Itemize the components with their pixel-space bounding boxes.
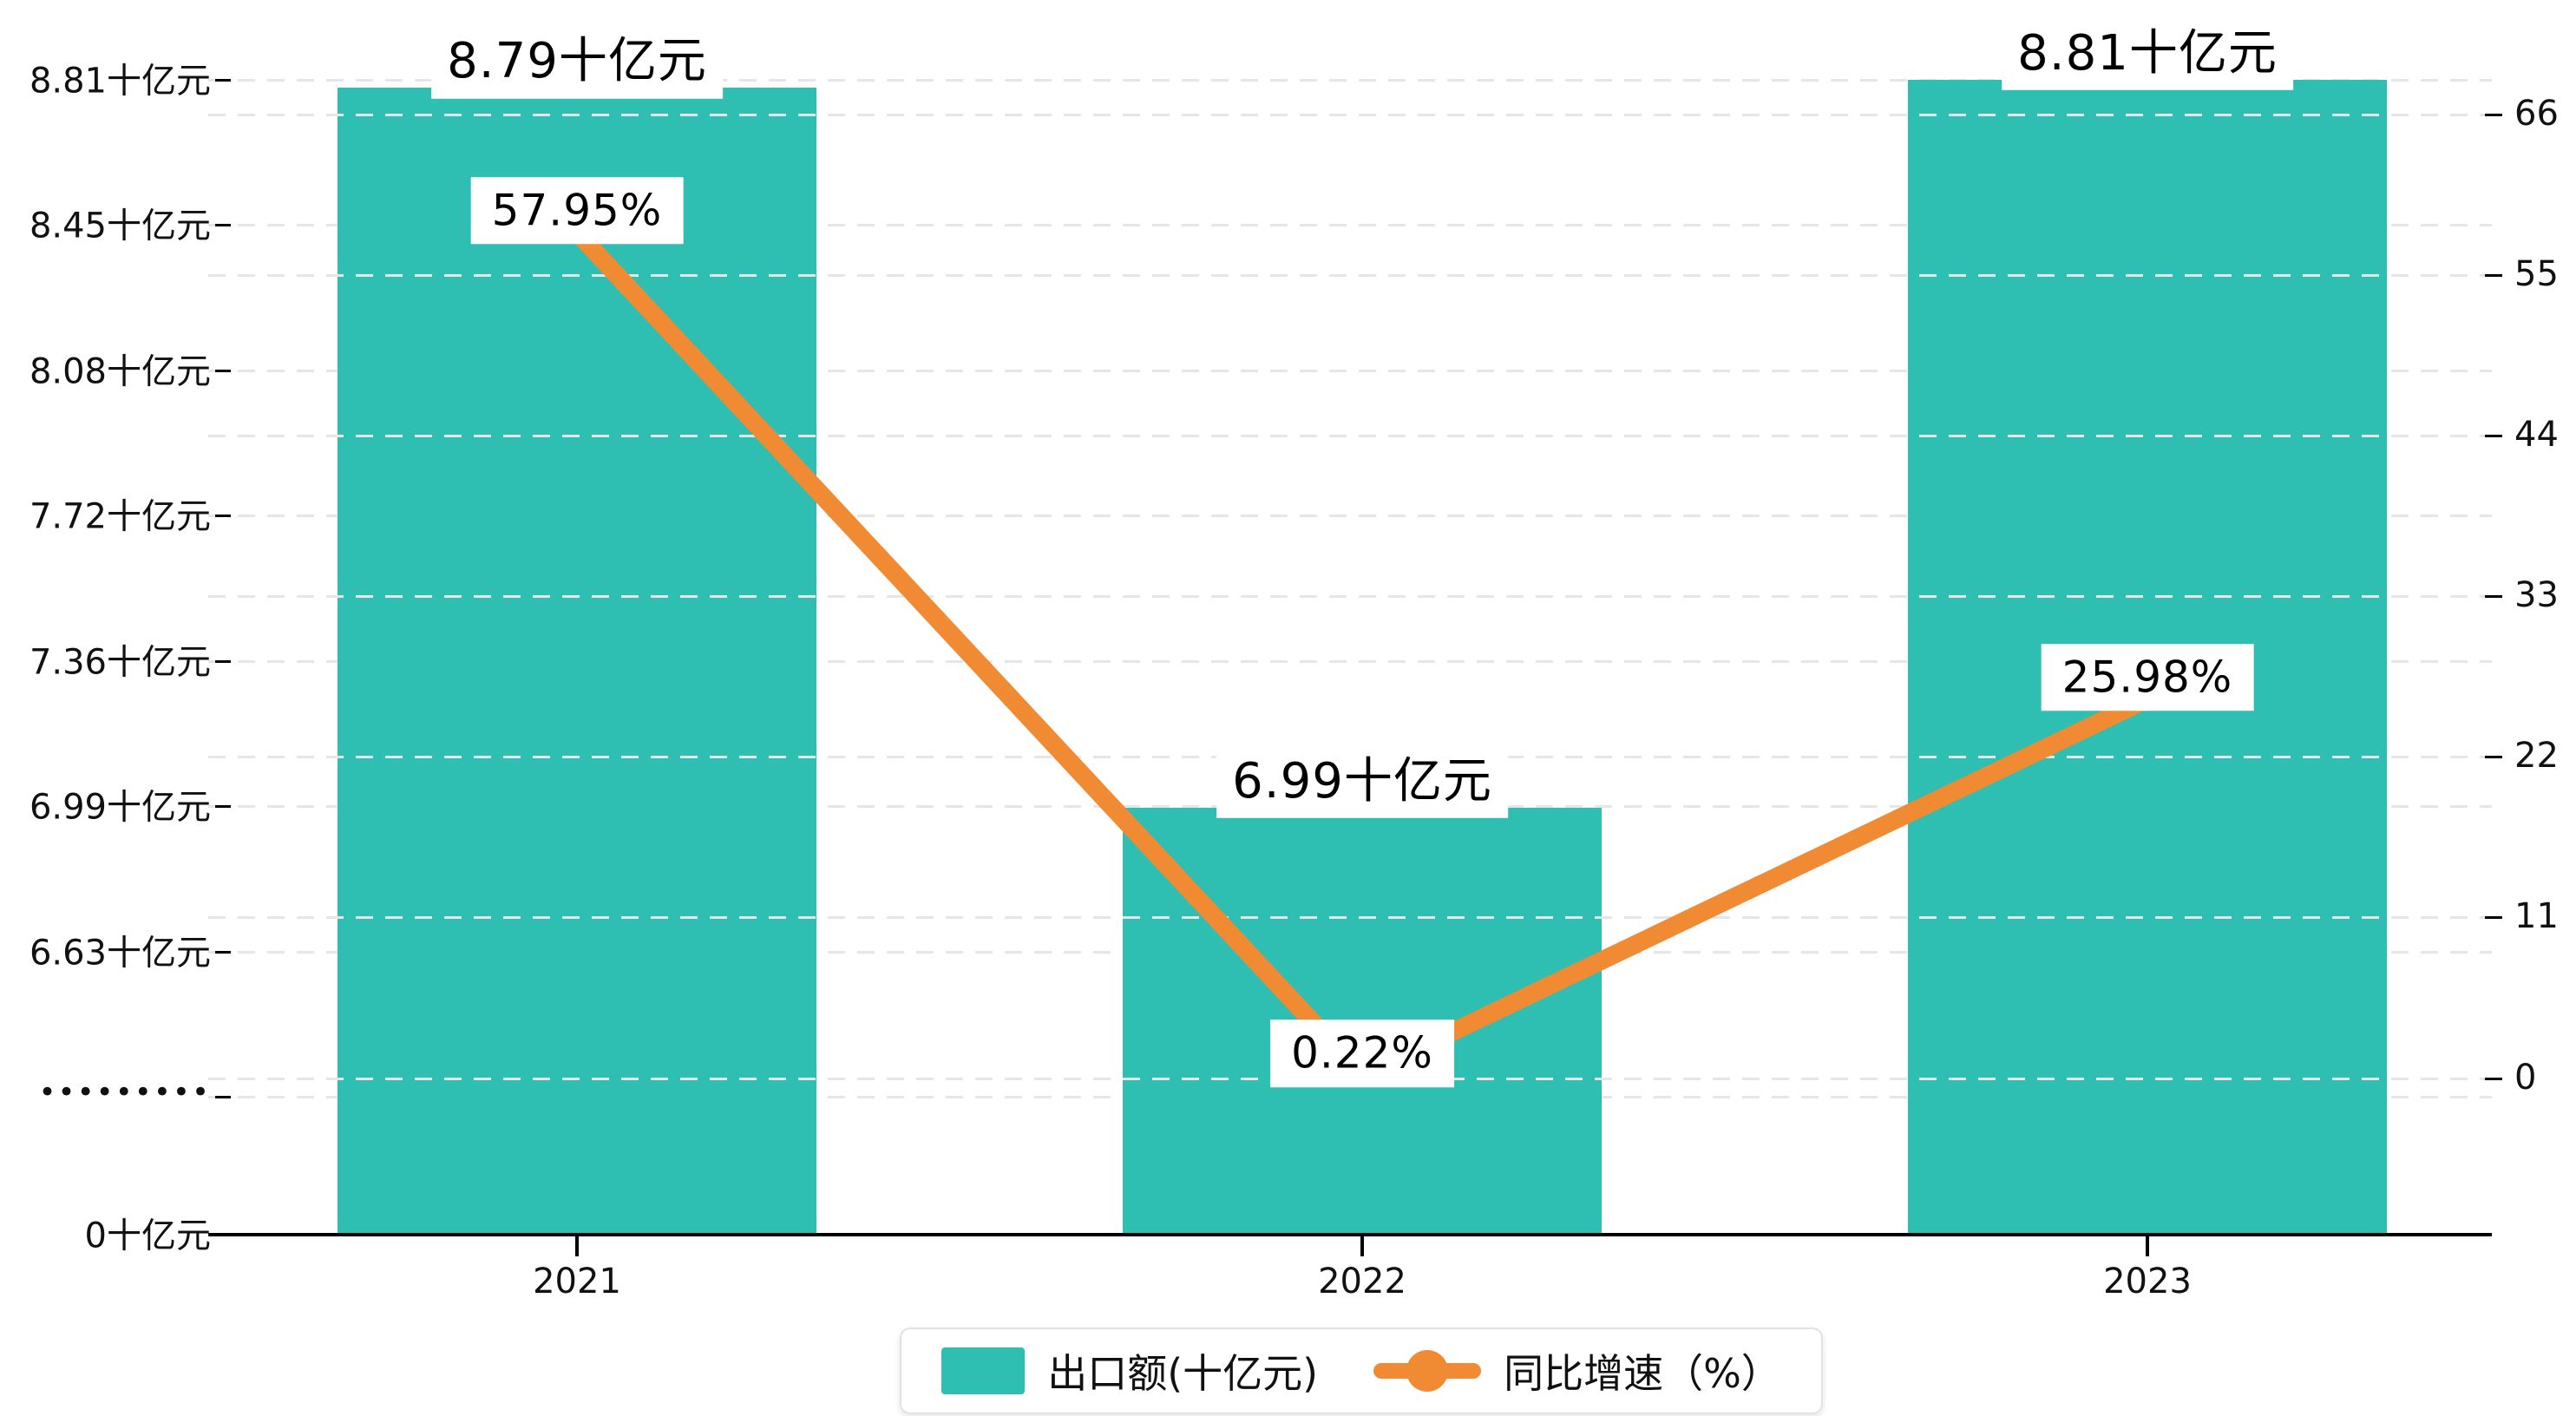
gridline-left-4: [208, 660, 2492, 663]
gridline-left-1: [208, 224, 2492, 226]
right-axis-label-2: 44: [2514, 415, 2559, 456]
left-axis-tick-1: [215, 224, 231, 226]
x-axis-tick-0: [575, 1235, 579, 1256]
left-axis-tick-8: [215, 1234, 231, 1236]
right-axis-label-4: 22: [2514, 736, 2559, 777]
legend-item-growth[interactable]: 同比增速（%）: [1373, 1342, 1781, 1400]
left-axis-tick-3: [215, 515, 231, 517]
left-axis-label-5: 6.99十亿元: [29, 787, 211, 828]
bar-value-label-2023: 8.81十亿元: [2002, 16, 2293, 91]
left-axis-label-1: 8.45十亿元: [29, 206, 211, 246]
right-axis-tick-3: [2485, 595, 2502, 598]
bar-value-label-2021: 8.79十亿元: [431, 25, 723, 99]
right-axis-tick-6: [2485, 1078, 2502, 1080]
x-axis-label-2023: 2023: [2103, 1262, 2192, 1301]
line-value-label-2023: 25.98%: [2041, 644, 2254, 711]
left-axis-tick-2: [215, 370, 231, 372]
line-value-label-2022: 0.22%: [1270, 1019, 1454, 1088]
x-axis-label-2021: 2021: [533, 1262, 621, 1301]
left-axis-label-7: •••••••••: [38, 1075, 211, 1111]
x-axis-line: [208, 1233, 2492, 1236]
bar-2021[interactable]: [338, 88, 816, 1235]
gridline-left-2: [208, 370, 2492, 372]
legend-label-1: 同比增速（%）: [1504, 1350, 1781, 1397]
left-axis-tick-0: [215, 79, 231, 82]
gridline-right-3: [208, 595, 2492, 598]
gridline-right-5: [208, 916, 2492, 919]
right-axis-label-0: 66: [2514, 94, 2559, 134]
left-axis-label-2: 8.08十亿元: [29, 351, 211, 392]
bar-swatch-icon: [941, 1347, 1026, 1394]
left-axis-label-3: 7.72十亿元: [29, 496, 211, 537]
left-axis-tick-6: [215, 951, 231, 954]
right-axis-tick-4: [2485, 756, 2502, 758]
gridline-left-0: [208, 79, 2492, 82]
right-axis-label-6: 0: [2514, 1058, 2537, 1098]
right-axis-label-1: 55: [2514, 254, 2559, 295]
left-axis-label-8: 0十亿元: [84, 1216, 211, 1256]
gridline-right-2: [208, 435, 2492, 437]
gridline-right-0: [208, 114, 2492, 116]
gridline-right-1: [208, 274, 2492, 277]
legend: 出口额(十亿元) 同比增速（%）: [900, 1328, 1823, 1414]
right-axis-label-3: 33: [2514, 575, 2559, 616]
legend-item-export[interactable]: 出口额(十亿元): [941, 1342, 1318, 1400]
right-axis-label-5: 11: [2514, 896, 2559, 937]
gridline-left-3: [208, 515, 2492, 517]
left-axis-tick-5: [215, 805, 231, 808]
line-dot-icon: [1406, 1350, 1449, 1392]
left-axis-tick-7: [215, 1096, 231, 1098]
left-axis-label-6: 6.63十亿元: [29, 933, 211, 974]
right-axis-tick-2: [2485, 435, 2502, 437]
line-value-label-2021: 57.95%: [470, 176, 684, 245]
growth-line: [567, 223, 2157, 1085]
right-axis-tick-0: [2485, 114, 2502, 116]
x-axis-label-2022: 2022: [1318, 1262, 1406, 1301]
bar-value-label-2022: 6.99十亿元: [1216, 744, 1508, 819]
left-axis-label-4: 7.36十亿元: [29, 642, 211, 683]
right-axis-tick-1: [2485, 274, 2502, 277]
right-axis-tick-5: [2485, 916, 2502, 919]
left-axis-label-0: 8.81十亿元: [29, 61, 211, 102]
left-axis-tick-4: [215, 660, 231, 663]
legend-label-0: 出口额(十亿元): [1047, 1350, 1319, 1397]
x-axis-tick-1: [1360, 1235, 1364, 1256]
x-axis-tick-2: [2146, 1235, 2149, 1256]
line-marker-icon: [1373, 1347, 1482, 1394]
